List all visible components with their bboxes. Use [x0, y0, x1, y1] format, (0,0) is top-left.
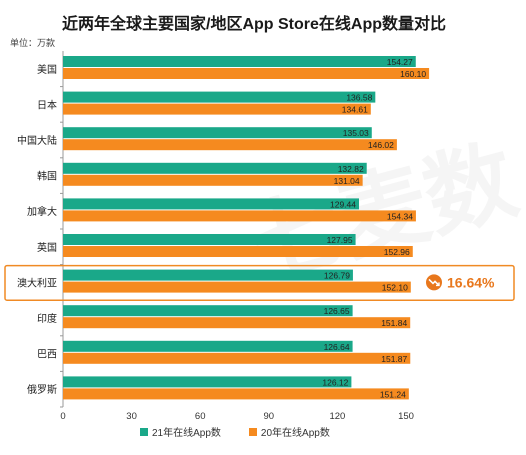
data-label: 132.82 — [338, 164, 364, 174]
bar-2020 — [63, 281, 411, 293]
data-label: 135.03 — [343, 128, 369, 138]
data-label: 136.58 — [346, 93, 372, 103]
bar-2021 — [63, 198, 359, 210]
data-label: 126.12 — [322, 377, 348, 387]
data-label: 126.79 — [324, 271, 350, 281]
bar-2020 — [63, 68, 430, 79]
legend-label-2021: 21年在线App数 — [152, 428, 221, 439]
legend: 21年在线App数 20年在线App数 — [140, 424, 330, 439]
data-label: 129.44 — [330, 199, 356, 209]
x-tick-label: 0 — [60, 411, 65, 422]
down-trend-icon-line — [428, 278, 440, 286]
category-label: 日本 — [37, 98, 57, 111]
category-label: 加拿大 — [27, 205, 57, 218]
legend-swatch-2020 — [248, 427, 257, 436]
bar-2020 — [63, 210, 416, 222]
bar-2021 — [63, 305, 353, 317]
data-label: 152.10 — [382, 283, 408, 293]
bar-2021 — [63, 376, 352, 388]
bar-2020 — [63, 352, 411, 364]
down-trend-icon-arrow — [436, 282, 440, 287]
bar-2020 — [63, 388, 409, 400]
bar-2020 — [63, 317, 411, 329]
data-label: 151.84 — [381, 318, 407, 328]
x-tick-label: 60 — [195, 411, 206, 422]
bar-2021 — [63, 91, 376, 103]
category-label: 俄罗斯 — [27, 383, 57, 396]
legend-item-2020: 20年在线App数 — [248, 424, 330, 439]
category-label: 巴西 — [37, 349, 57, 361]
data-label: 151.24 — [380, 389, 406, 399]
x-tick-label: 90 — [264, 411, 275, 422]
bar-2021 — [63, 234, 356, 245]
bar-2021 — [63, 56, 416, 67]
data-label: 160.10 — [400, 69, 426, 79]
data-label: 151.87 — [381, 354, 407, 364]
category-label: 美国 — [37, 63, 57, 76]
unit-label: 单位：万款 — [10, 38, 56, 48]
data-label: 126.65 — [324, 306, 350, 316]
bar-2020 — [63, 103, 371, 115]
category-label: 韩国 — [37, 170, 57, 183]
bar-2020 — [63, 139, 397, 151]
category-label: 澳大利亚 — [17, 276, 57, 289]
category-label: 中国大陆 — [17, 134, 57, 147]
bar-2021 — [63, 269, 353, 281]
data-label: 146.02 — [368, 140, 394, 150]
bar-2020 — [63, 246, 413, 257]
x-tick-label: 150 — [398, 411, 414, 422]
category-label: 英国 — [37, 241, 57, 254]
bar-2021 — [63, 340, 353, 352]
data-label: 127.95 — [327, 235, 353, 245]
highlight-box — [4, 264, 515, 301]
highlight-annotation: 16.64% — [447, 274, 495, 290]
legend-item-2021: 21年在线App数 — [140, 424, 221, 439]
data-label: 131.04 — [334, 176, 360, 186]
data-label: 134.61 — [342, 105, 368, 115]
data-label: 154.27 — [387, 57, 413, 67]
bar-2021 — [63, 127, 372, 139]
legend-label-2020: 20年在线App数 — [260, 428, 330, 439]
category-label: 印度 — [37, 312, 57, 325]
bar-2021 — [63, 162, 367, 174]
data-label: 152.96 — [384, 247, 410, 257]
data-label: 126.64 — [324, 342, 350, 352]
chart-title: 近两年全球主要国家/地区App Store在线App数量对比 — [62, 16, 446, 33]
x-tick-label: 120 — [329, 411, 345, 422]
x-tick-label: 30 — [126, 411, 137, 422]
legend-swatch-2021 — [140, 427, 148, 436]
bar-2020 — [63, 174, 363, 186]
data-label: 154.34 — [387, 211, 413, 221]
